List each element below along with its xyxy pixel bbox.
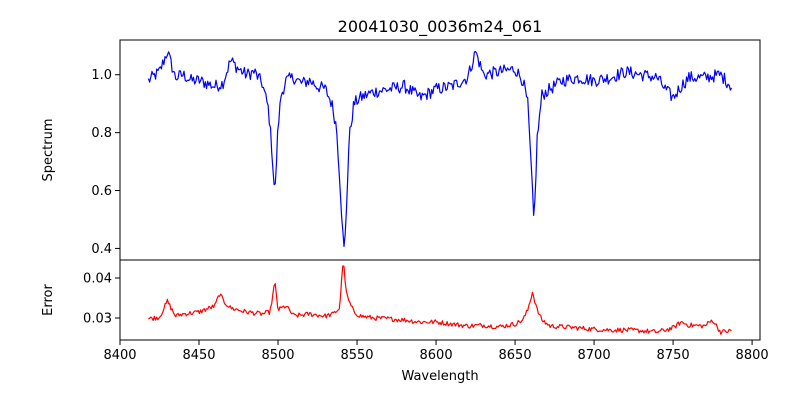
top-panel-y-axis-label: Spectrum — [41, 119, 56, 182]
x-tick-label: 8600 — [420, 348, 453, 363]
panel-1-frame — [119, 259, 761, 341]
x-tick-label: 8650 — [499, 348, 532, 363]
panel-0-y-tick-label: 0.8 — [91, 126, 112, 141]
x-tick-label: 8450 — [182, 348, 215, 363]
panel-0-y-tick-label: 0.4 — [91, 242, 112, 257]
axis-ticks: 0.4 0.6 0.8 1.0 0.03 0.04 8400 8450 8500 8550 8600… — [83, 68, 769, 363]
x-axis-label: Wavelength — [401, 369, 478, 384]
panel-0-frame — [119, 39, 761, 261]
x-tick-label: 8800 — [736, 348, 769, 363]
x-tick-label: 8550 — [340, 348, 373, 363]
bottom-panel-y-axis-label: Error — [41, 284, 56, 316]
panel-0-y-tick-label: 0.6 — [91, 184, 112, 199]
series-layer — [147, 51, 733, 335]
panel-1-y-tick-label: 0.04 — [83, 272, 112, 287]
panel-1-series-0-line — [148, 265, 732, 335]
panel-frames — [119, 39, 761, 341]
x-tick-label: 8750 — [657, 348, 690, 363]
panel-0-series-0-line — [147, 51, 733, 248]
x-tick-label: 8400 — [103, 348, 136, 363]
panel-0-y-tick-label: 1.0 — [91, 68, 112, 83]
panel-1-y-tick-label: 0.03 — [83, 312, 112, 327]
chart-title: 20041030_0036m24_061 — [338, 17, 543, 37]
x-tick-label: 8500 — [261, 348, 294, 363]
x-tick-label: 8700 — [578, 348, 611, 363]
